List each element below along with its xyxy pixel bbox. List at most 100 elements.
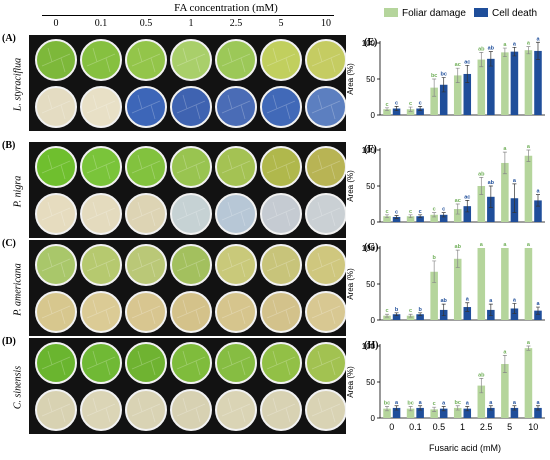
leaf-vein <box>131 201 161 227</box>
leaf-vein <box>311 252 341 278</box>
leaf-discs <box>35 244 346 333</box>
bar-foliar-damage <box>477 186 486 222</box>
leaf-vein <box>86 201 116 227</box>
leaf-disc <box>80 146 122 188</box>
stained-disc <box>305 389 346 431</box>
stained-disc <box>35 389 77 431</box>
bar-foliar-damage <box>383 408 391 418</box>
concentration-label: 10 <box>321 18 331 29</box>
significance-letter: a <box>419 400 423 406</box>
error-bar <box>535 194 540 207</box>
axes <box>379 41 545 116</box>
y-tick-label: 50 <box>366 182 375 191</box>
bar-foliar-damage <box>406 408 415 418</box>
leaf-vein <box>311 154 341 180</box>
leaf-disc <box>260 244 302 286</box>
stained-disc <box>80 86 122 128</box>
axes <box>379 246 545 321</box>
bar-foliar-damage <box>453 258 462 320</box>
significance-letter: b <box>432 255 436 261</box>
significance-letter: a <box>489 298 493 304</box>
bar-cell-death <box>439 408 448 418</box>
error-bar <box>441 77 446 93</box>
leaf-vein <box>131 94 161 120</box>
bar-cell-death <box>487 407 495 418</box>
error-bar <box>394 312 399 317</box>
significance-letter: c <box>433 401 436 407</box>
error-bar <box>502 355 507 373</box>
x-axis-title: Fusaric acid (mM) <box>428 443 501 453</box>
bar-cell-death <box>510 308 519 320</box>
significance-letter: a <box>527 340 531 346</box>
legend-label-cell: Cell death <box>492 8 538 19</box>
leaf-vein <box>41 47 71 73</box>
stained-disc <box>80 291 122 333</box>
concentration-label: 2.5 <box>229 18 243 29</box>
y-tick-label: 100 <box>362 39 376 48</box>
leaf-vein <box>41 154 71 180</box>
y-axis-label: Area (%) <box>346 63 355 95</box>
significance-letter: ac <box>455 62 461 68</box>
error-bar <box>385 107 390 112</box>
error-bar <box>394 405 399 411</box>
leaf-disc <box>170 39 212 81</box>
fa-concentration-title: FA concentration (mM) <box>174 2 278 14</box>
leaf-vein <box>41 201 71 227</box>
bar-cell-death <box>439 214 448 222</box>
leaf-vein <box>131 252 161 278</box>
error-bar <box>465 302 470 312</box>
error-bar <box>441 406 446 412</box>
leaf-vein <box>266 350 296 376</box>
error-bar <box>488 303 493 317</box>
legend-swatch-cell <box>474 8 488 17</box>
leaf-disc <box>80 39 122 81</box>
leaf-vein <box>176 201 206 227</box>
significance-letter: c <box>409 209 412 215</box>
error-bar <box>526 46 531 55</box>
leaf-disc <box>260 342 302 384</box>
legend-foliar-damage: Foliar damage <box>384 8 466 19</box>
bar-foliar-damage <box>383 109 391 115</box>
concentration-label: 5 <box>278 18 284 29</box>
significance-letter: bc <box>455 400 461 406</box>
concentration-label: 0 <box>53 18 59 29</box>
significance-letter: c <box>409 308 412 314</box>
leaf-vein <box>131 350 161 376</box>
significance-letter: a <box>466 400 470 406</box>
leaf-vein <box>221 201 251 227</box>
significance-letter: a <box>536 301 540 307</box>
leaf-vein <box>221 397 251 423</box>
stained-disc <box>260 193 302 235</box>
stained-disc <box>305 291 346 333</box>
significance-letter: a <box>503 146 507 152</box>
y-axis-label: Area (%) <box>346 170 355 202</box>
significance-letter: a <box>395 400 399 406</box>
error-bar <box>385 313 390 318</box>
stained-disc <box>260 291 302 333</box>
significance-letter: a <box>513 400 517 406</box>
error-bar <box>418 214 423 219</box>
leaf-vein <box>131 299 161 325</box>
leaf-discs <box>35 342 346 431</box>
significance-letter: ab <box>478 372 485 378</box>
significance-letter: a <box>489 400 493 406</box>
error-bar <box>465 200 470 213</box>
bar-foliar-damage <box>383 216 391 222</box>
bar-cell-death <box>534 407 542 418</box>
significance-letter: a <box>536 400 540 406</box>
bar-cell-death <box>392 407 401 418</box>
bar-cell-death <box>534 50 542 115</box>
bar-cell-death <box>463 206 472 222</box>
error-bar <box>441 212 446 218</box>
leaf-disc <box>80 342 122 384</box>
axes <box>379 148 545 223</box>
error-bar <box>502 151 507 175</box>
significance-letter: ab <box>478 46 485 52</box>
legend-swatch-foliar <box>384 8 398 17</box>
concentration-label: 0.1 <box>94 18 108 29</box>
bar-foliar-damage <box>383 315 391 320</box>
y-tick-label: 0 <box>371 111 376 120</box>
panel-letter: (D) <box>2 336 16 347</box>
